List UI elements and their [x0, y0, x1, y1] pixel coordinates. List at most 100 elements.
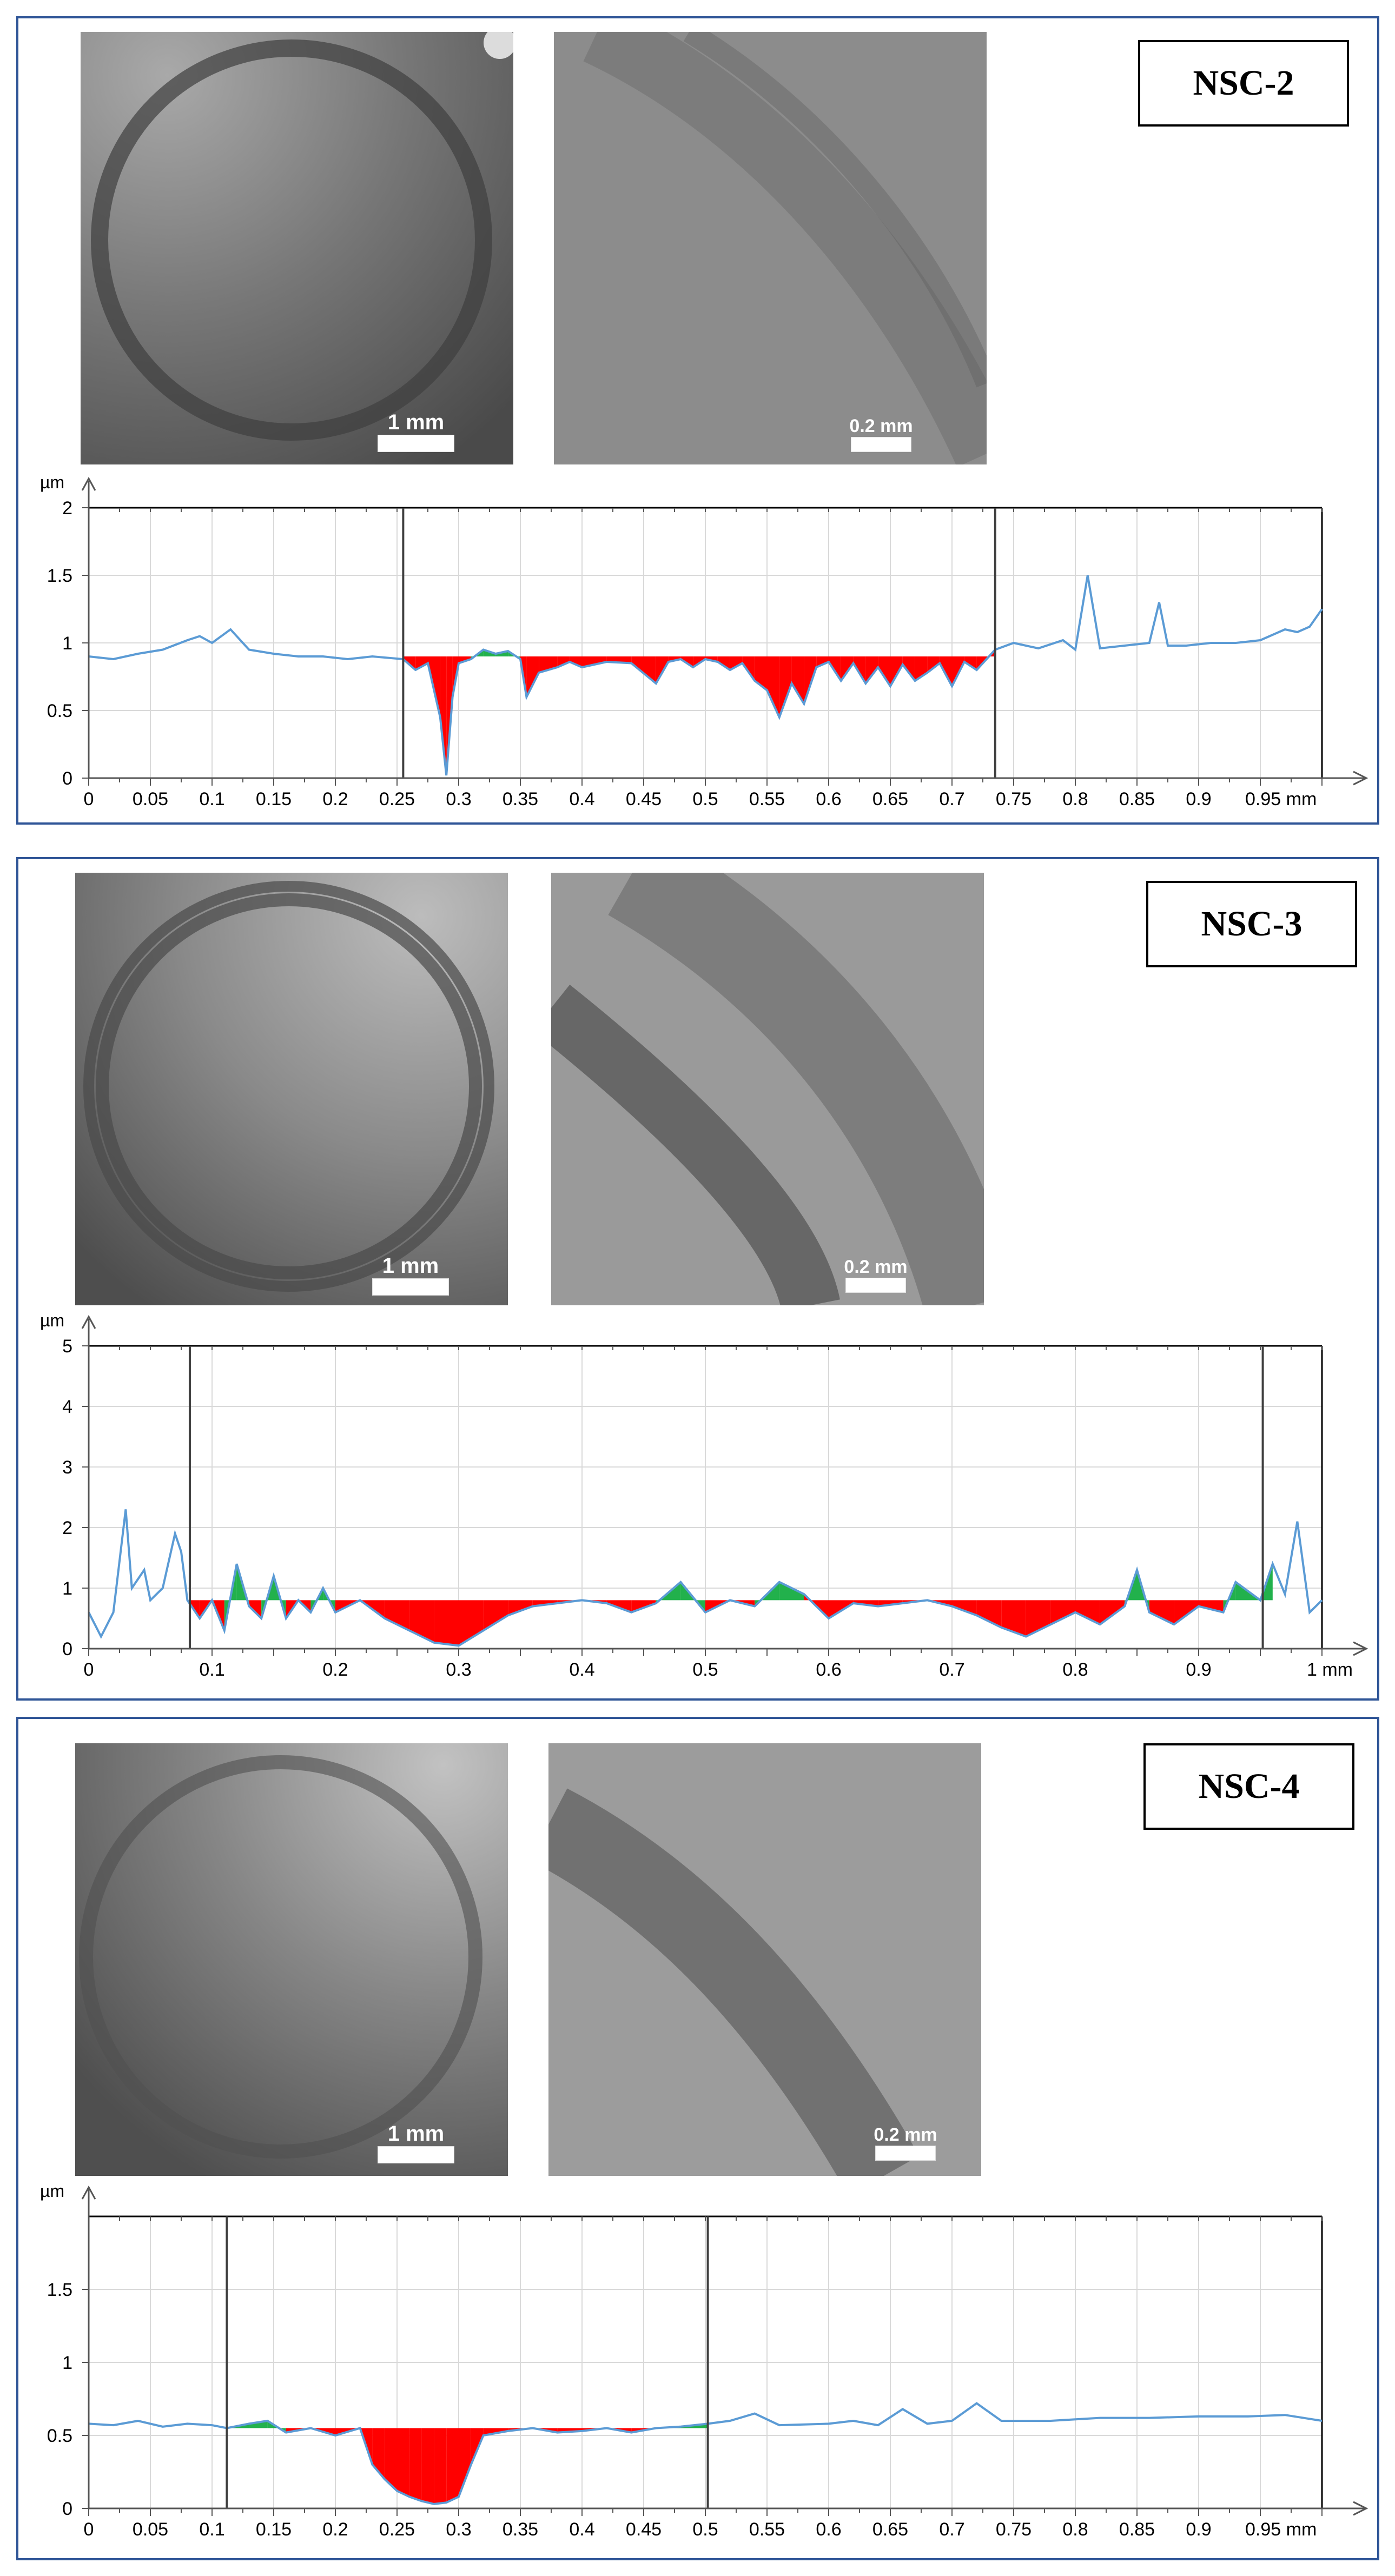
x-tick-label: 0.8: [1062, 2519, 1088, 2540]
x-tick-label: 0.15: [256, 2519, 292, 2540]
valley-area: [927, 656, 940, 673]
y-tick-label: 2: [62, 498, 72, 519]
y-tick-label: 2: [62, 1518, 72, 1538]
panel-nsc-3: 1 mm 0.2 mm NSC-3 0 0.1 0.2 0.3 0.4 0.5 0.6 0.7…: [16, 857, 1379, 1701]
scale-label: 1 mm: [387, 410, 445, 434]
x-tick-label: 0.1: [199, 789, 224, 809]
valley-area: [1149, 1600, 1174, 1625]
valley-area: [804, 1594, 829, 1618]
valley-area: [385, 2428, 397, 2491]
valley-area: [582, 656, 607, 667]
scale-bar-0-2mm: 0.2 mm: [830, 1257, 922, 1293]
y-tick-label: 1.5: [47, 2280, 72, 2300]
valley-area: [1199, 1600, 1224, 1612]
scale-label: 0.2 mm: [874, 2124, 937, 2145]
profile-chart: 0 0.05 0.1 0.15 0.2 0.25 0.3 0.35 0.4 0.45 0.5 0.55…: [29, 473, 1371, 821]
x-tick-label: 0.15: [256, 789, 292, 809]
x-tick-label: 0.55: [749, 789, 785, 809]
valley-area: [865, 656, 878, 683]
y-tick-label: 0: [62, 2499, 72, 2519]
x-tick-label: 0.5: [692, 789, 718, 809]
valley-area: [606, 2428, 632, 2433]
x-tick-label: 0.2: [322, 1659, 348, 1680]
scale-label: 1 mm: [382, 1254, 439, 1278]
x-tick-label: 0.2: [322, 2519, 348, 2540]
x-tick-label: 0.3: [446, 1659, 471, 1680]
scale-bar-1mm: 1 mm: [367, 410, 465, 452]
x-tick-label: 0.5: [692, 2519, 718, 2540]
profile-chart-svg: 0 0.05 0.1 0.15 0.2 0.25 0.3 0.35 0.4 0.45 0.5 0.55…: [40, 2181, 1368, 2540]
valley-area: [1026, 1600, 1051, 1637]
x-tick-label: 0.35: [503, 789, 538, 809]
profile-chart: 0 0.05 0.1 0.15 0.2 0.25 0.3 0.35 0.4 0.45 0.5 0.55…: [29, 2181, 1371, 2552]
x-tick-label: 0.1: [199, 1659, 224, 1680]
sample-label: NSC-2: [1138, 40, 1349, 127]
scale-label: 0.2 mm: [844, 1257, 908, 1277]
x-tick-label: 0.45: [626, 2519, 662, 2540]
valley-area: [508, 1600, 533, 1616]
scale-bar-1mm: 1 mm: [362, 1254, 459, 1296]
peak-area: [779, 1582, 804, 1601]
x-axis-arrow: [1353, 771, 1368, 786]
valley-area: [459, 2428, 471, 2497]
panel-nsc-2: 1 mm 0.2 mm NSC-2 0 0.05 0.1 0.15 0.2 0.25 0.3…: [16, 16, 1379, 825]
overview-image: [75, 1743, 508, 2176]
peak-area: [249, 2421, 268, 2428]
scale-label: 0.2 mm: [849, 416, 913, 436]
x-tick-label: 0.8: [1062, 789, 1088, 809]
valley-area: [952, 1600, 977, 1616]
profile-line: [88, 2402, 1323, 2505]
scale-bar-0-2mm: 0.2 mm: [835, 416, 927, 452]
x-tick-label: 0.25: [379, 789, 415, 809]
y-tick-label: 0: [62, 768, 72, 789]
x-tick-label: 0.75: [996, 2519, 1032, 2540]
x-axis-arrow: [1353, 1641, 1368, 1656]
x-tick-label: 0.45: [626, 789, 662, 809]
x-tick-label: 0.7: [939, 789, 964, 809]
valley-area: [570, 656, 582, 667]
x-tick-label: 0.55: [749, 2519, 785, 2540]
x-tick-label: 0.95 mm: [1245, 789, 1317, 809]
x-tick-label: 0.75: [996, 789, 1032, 809]
detail-image: [554, 32, 987, 464]
y-tick-label: 0.5: [47, 701, 72, 721]
y-tick-label: 4: [62, 1397, 72, 1417]
x-tick-label: 0.95 mm: [1245, 2519, 1317, 2540]
x-tick-label: 0.9: [1186, 2519, 1211, 2540]
valley-area: [434, 2428, 447, 2504]
valley-area: [557, 656, 570, 667]
x-tick-label: 0.05: [133, 2519, 168, 2540]
y-unit-label: µm: [40, 1311, 64, 1330]
x-tick-label: 0.7: [939, 2519, 964, 2540]
x-tick-label: 0.85: [1119, 2519, 1155, 2540]
valley-area: [483, 1600, 508, 1631]
detail-image: [551, 873, 984, 1305]
x-tick-label: 0.1: [199, 2519, 224, 2540]
valley-area: [421, 2428, 434, 2504]
x-tick-label: 0.2: [322, 789, 348, 809]
x-tick-label: 0.05: [133, 789, 168, 809]
overview-photo: [75, 1743, 508, 2176]
x-tick-label: 0.9: [1186, 789, 1211, 809]
y-tick-label: 1: [62, 633, 72, 654]
x-tick-label: 0.6: [816, 789, 841, 809]
detail-photo: [554, 32, 987, 464]
valley-area: [532, 2428, 558, 2433]
y-axis-arrow: [81, 2185, 96, 2200]
valley-area: [767, 656, 779, 718]
profile-chart-svg: 0 0.1 0.2 0.3 0.4 0.5 0.6 0.7 0.8 0.9 1 mm 0 1 2 3 4 5 µm: [40, 1311, 1368, 1680]
valley-area: [286, 2428, 311, 2433]
y-tick-label: 3: [62, 1457, 72, 1478]
valley-area: [976, 1600, 1002, 1628]
x-tick-label: 0.9: [1186, 1659, 1211, 1680]
y-tick-label: 1.5: [47, 566, 72, 586]
x-tick-label: 0.6: [816, 1659, 841, 1680]
y-unit-label: µm: [40, 473, 64, 492]
x-tick-label: 0.3: [446, 789, 471, 809]
x-tick-label: 0.85: [1119, 789, 1155, 809]
valley-area: [791, 656, 804, 704]
valley-area: [779, 656, 792, 718]
overview-photo: [81, 32, 513, 464]
valley-area: [539, 656, 558, 673]
x-tick-label: 0.25: [379, 2519, 415, 2540]
